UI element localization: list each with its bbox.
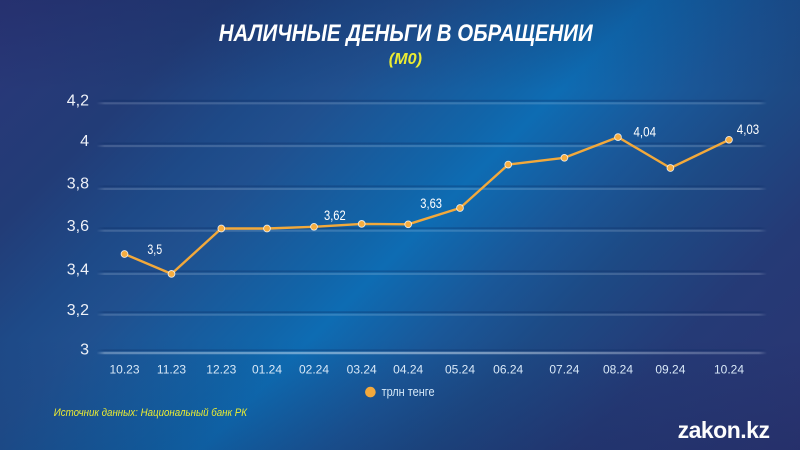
svg-text:4,03: 4,03 <box>737 122 759 137</box>
svg-text:3: 3 <box>80 341 89 358</box>
svg-text:09.24: 09.24 <box>655 363 685 377</box>
svg-text:4,2: 4,2 <box>67 93 89 110</box>
svg-text:3,8: 3,8 <box>67 176 89 193</box>
svg-text:07.24: 07.24 <box>549 363 579 377</box>
svg-text:05.24: 05.24 <box>445 363 475 377</box>
svg-text:Источник данных: Национальный: Источник данных: Национальный банк РК <box>54 407 248 419</box>
svg-text:03.24: 03.24 <box>347 363 377 377</box>
svg-text:01.24: 01.24 <box>252 363 282 377</box>
svg-text:НАЛИЧНЫЕ ДЕНЬГИ В ОБРАЩЕНИИ: НАЛИЧНЫЕ ДЕНЬГИ В ОБРАЩЕНИИ <box>219 20 594 47</box>
svg-text:3,4: 3,4 <box>67 261 89 278</box>
svg-text:06.24: 06.24 <box>493 363 523 377</box>
svg-text:4: 4 <box>80 133 89 150</box>
svg-text:3,5: 3,5 <box>147 242 162 257</box>
svg-text:12.23: 12.23 <box>206 363 236 377</box>
svg-text:10.24: 10.24 <box>714 363 744 377</box>
svg-text:zakon.kz: zakon.kz <box>678 417 770 443</box>
svg-text:04.24: 04.24 <box>393 363 423 377</box>
svg-text:3,62: 3,62 <box>324 208 346 223</box>
svg-text:(М0): (М0) <box>389 51 422 68</box>
svg-text:3,2: 3,2 <box>67 302 89 319</box>
svg-text:11.23: 11.23 <box>157 363 186 377</box>
svg-text:3,6: 3,6 <box>67 218 89 235</box>
svg-text:10.23: 10.23 <box>109 363 139 377</box>
svg-text:3,63: 3,63 <box>420 196 442 211</box>
svg-text:трлн тенге: трлн тенге <box>382 385 435 399</box>
svg-text:08.24: 08.24 <box>603 363 633 377</box>
svg-text:4,04: 4,04 <box>634 125 657 140</box>
svg-text:02.24: 02.24 <box>299 363 329 377</box>
